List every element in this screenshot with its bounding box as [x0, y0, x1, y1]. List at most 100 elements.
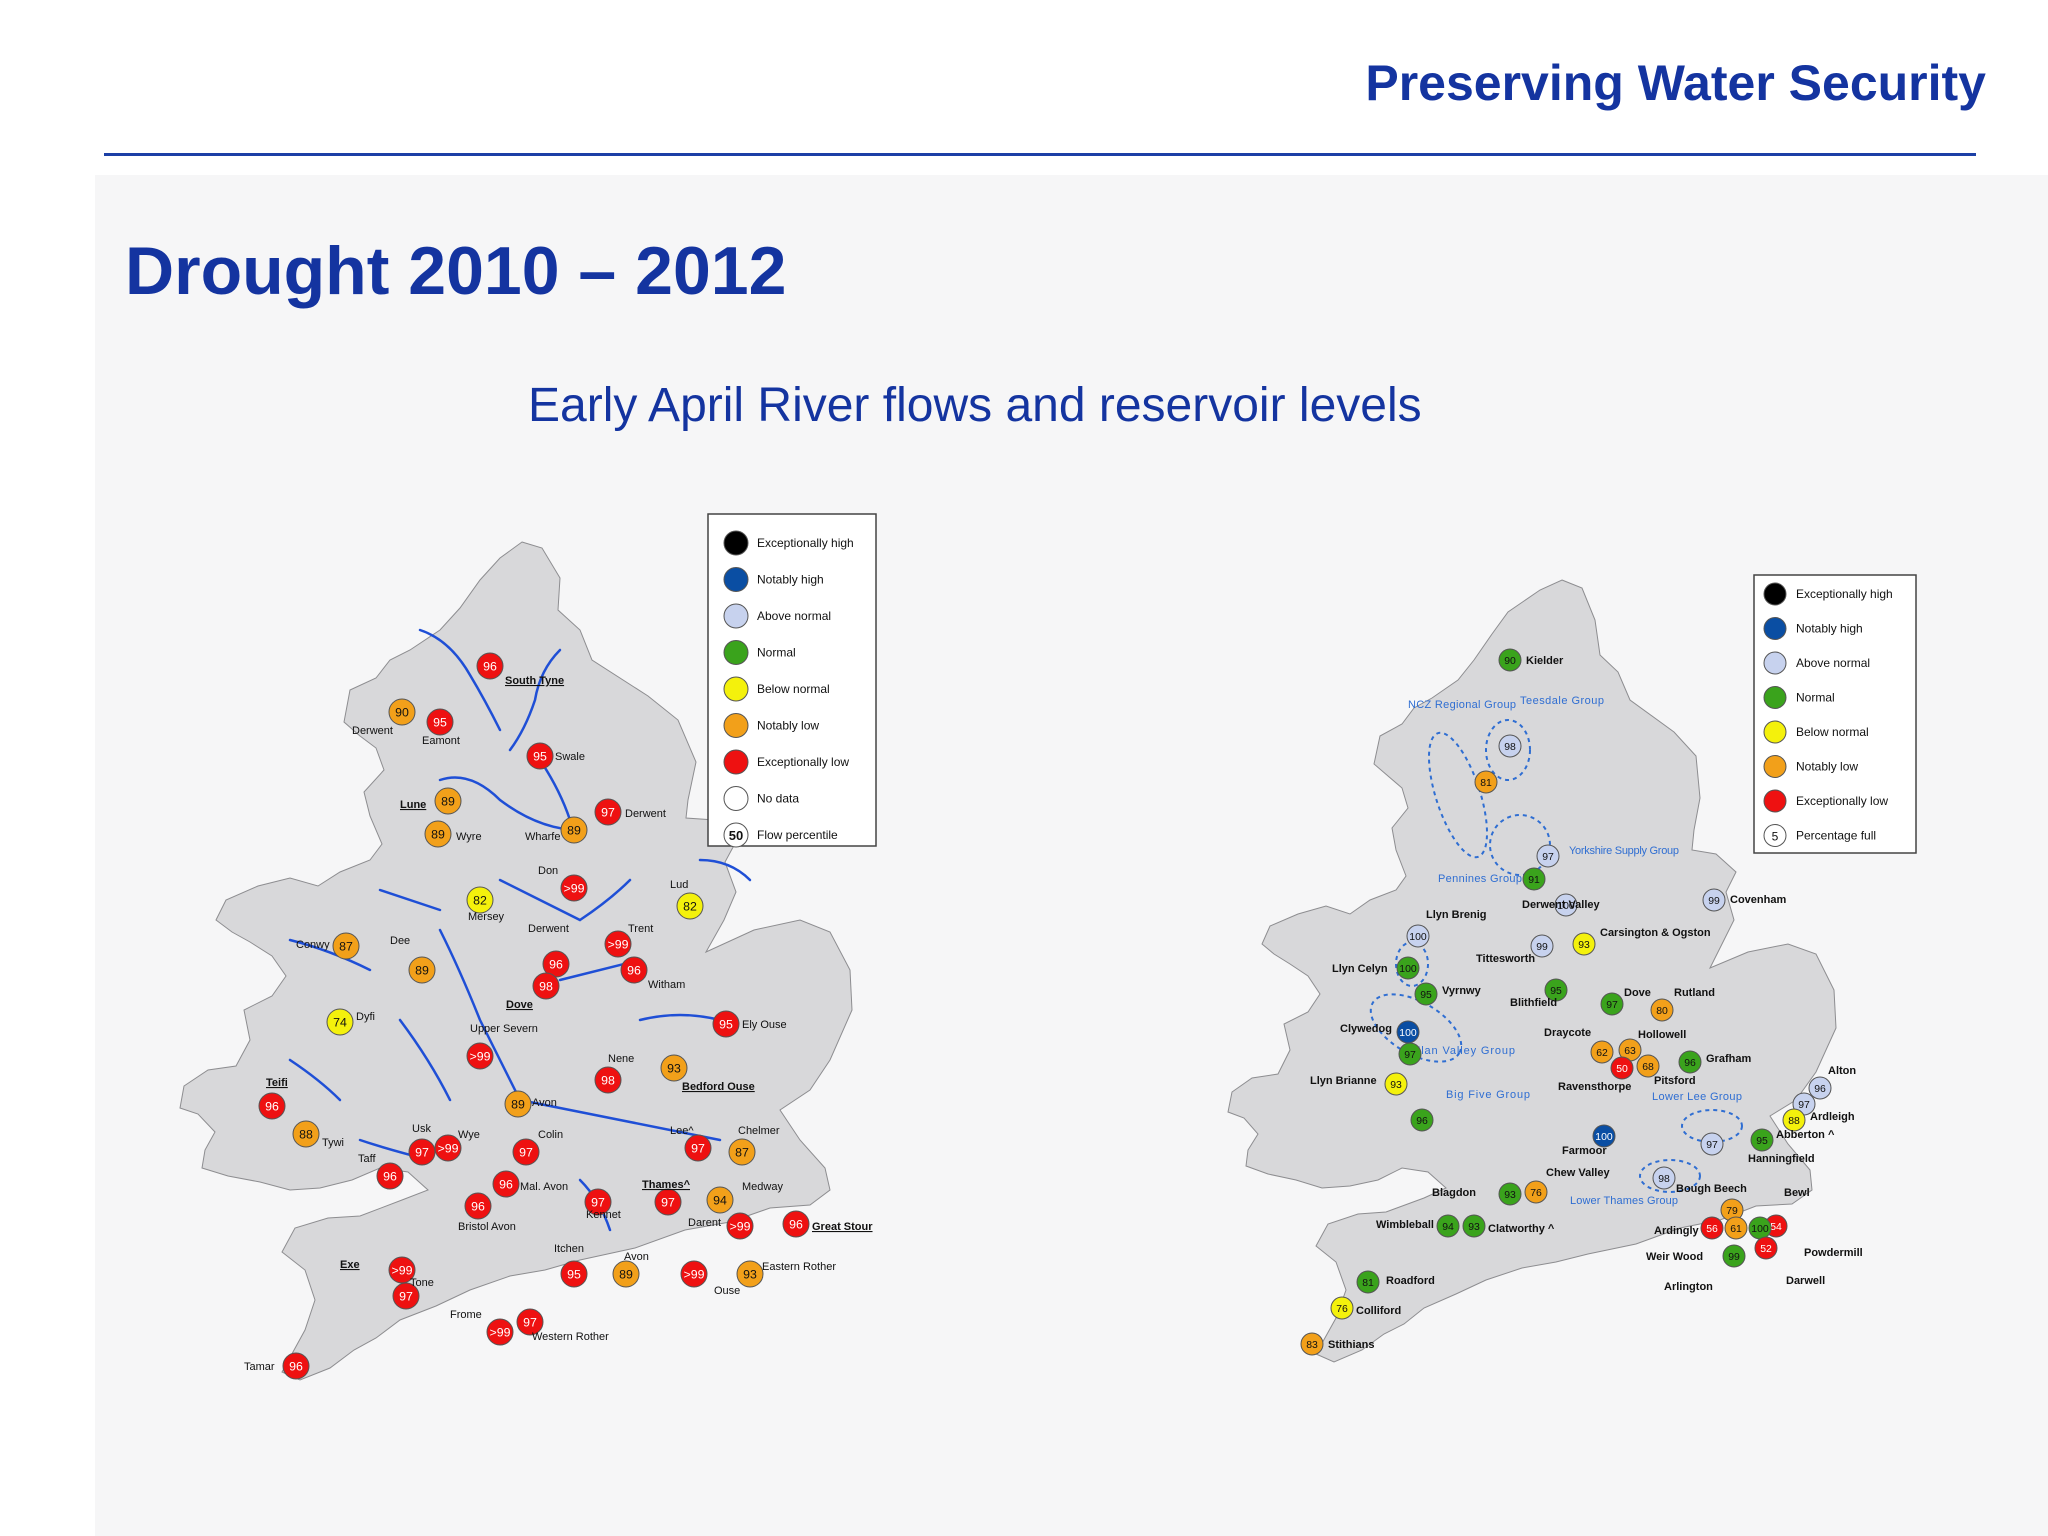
river-station-circle	[728, 1138, 756, 1166]
river-station-circle	[516, 1308, 544, 1336]
river-station: 93 Eastern Rother	[736, 1260, 836, 1288]
legend-label: Exceptionally low	[1796, 794, 1888, 808]
reservoir-name: Powdermill	[1804, 1247, 1863, 1259]
reservoir-circle	[1536, 844, 1560, 868]
legend-swatch	[723, 749, 749, 775]
river-station-value: >99	[470, 1050, 491, 1064]
reservoir-marker: 93	[1572, 932, 1596, 956]
river-station-name: Dee	[390, 935, 410, 947]
legend-label: Percentage full	[1796, 829, 1876, 843]
river-station-value: 89	[619, 1268, 633, 1282]
reservoir-value: 96	[1814, 1084, 1826, 1095]
river-station-marker: 82	[676, 892, 704, 920]
reservoir-name: Bewl	[1784, 1187, 1810, 1199]
river-station-value: 82	[473, 894, 487, 908]
england-wales-landmass	[1227, 579, 1837, 1363]
river-station-marker: 97	[594, 798, 622, 826]
river-station-marker: 89	[434, 787, 462, 815]
reservoir-level-map-canvas: Exceptionally high Notably high Above norm…	[1227, 574, 1917, 1363]
river-station: 96 South Tyne	[476, 652, 564, 687]
river-station-value: 89	[431, 828, 445, 842]
river-station: >99 Don	[538, 865, 588, 902]
river-station-name: Eastern Rother	[762, 1261, 836, 1273]
legend-label: Notably low	[1796, 760, 1858, 774]
river-station: 98 Dove	[506, 972, 560, 1011]
river-station-circle	[676, 892, 704, 920]
river-station-name: Dyfi	[356, 1011, 375, 1023]
reservoir-circle	[1600, 992, 1624, 1016]
legend-swatch	[723, 603, 749, 629]
river-station-circle	[408, 1138, 436, 1166]
river-station-name: Derwent	[528, 923, 569, 935]
river-station-circle	[660, 1054, 688, 1082]
river-station-value: 93	[743, 1268, 757, 1282]
reservoir-marker: 83	[1300, 1332, 1324, 1356]
reservoir-marker: 76	[1524, 1180, 1548, 1204]
reservoir-name: Pitsford	[1654, 1075, 1696, 1087]
river-station-value: >99	[438, 1142, 459, 1156]
river-station-marker: 96	[492, 1170, 520, 1198]
river-station-name: Thames^	[642, 1179, 691, 1191]
reservoir-marker: 100	[1592, 1124, 1616, 1148]
reservoir-value: 94	[1442, 1222, 1454, 1233]
reservoir-value: 95	[1756, 1136, 1768, 1147]
legend-entry: No data	[723, 786, 799, 811]
reservoir-name: Chew Valley	[1546, 1167, 1610, 1179]
reservoir-marker: 96	[1410, 1108, 1434, 1132]
legend-swatch	[1763, 824, 1787, 847]
reservoir: 76 Chew Valley	[1524, 1167, 1610, 1204]
river-station-marker: 96	[464, 1192, 492, 1220]
reservoir-circle	[1474, 770, 1498, 794]
legend-entry: 50 Flow percentile	[723, 822, 838, 848]
reservoir-name: Arlington	[1664, 1281, 1713, 1293]
reservoir: Ravensthorpe	[1558, 1081, 1631, 1093]
legend-label: Notably low	[757, 719, 819, 733]
river-station: 96 Teifi	[258, 1077, 288, 1120]
river-station: 95 Itchen	[554, 1243, 588, 1288]
river-station-circle	[726, 1212, 754, 1240]
river-station-value: 93	[667, 1062, 681, 1076]
legend-entry: Below normal	[723, 676, 830, 702]
reservoir-value: 76	[1336, 1304, 1348, 1315]
reservoir-circle	[1782, 1108, 1806, 1132]
reservoir-group-label: Lower Lee Group	[1652, 1091, 1742, 1103]
river-station-circle	[258, 1092, 286, 1120]
river-station: 97 Usk	[408, 1123, 436, 1166]
reservoir: 100 Llyn Celyn	[1332, 956, 1420, 980]
reservoir-name: Weir Wood	[1646, 1251, 1703, 1263]
river-station-value: 97	[523, 1316, 537, 1330]
reservoir-value: 91	[1528, 875, 1540, 886]
reservoir-value: 61	[1730, 1224, 1742, 1235]
river-station-marker: 97	[512, 1138, 540, 1166]
reservoir-value: 52	[1760, 1244, 1772, 1255]
river-station-marker: 82	[466, 886, 494, 914]
reservoir-circle	[1722, 1244, 1746, 1268]
reservoir-value: 62	[1596, 1048, 1608, 1059]
legend-swatch	[723, 640, 749, 665]
reservoir: 90 Kielder	[1498, 648, 1564, 672]
reservoir: 94 Wimbleball	[1376, 1214, 1460, 1238]
river-station-name: Lune	[400, 799, 426, 811]
reservoir-value: 100	[1399, 964, 1417, 975]
river-station-marker: 96	[620, 956, 648, 984]
reservoir: 97	[1398, 1042, 1422, 1066]
river-station-circle	[408, 956, 436, 984]
legend-swatch	[1763, 789, 1787, 813]
river-station: 89 Wyre	[424, 820, 482, 848]
river-station-name: Eamont	[422, 735, 460, 747]
reservoir-group-label: Teesdale Group	[1520, 695, 1604, 707]
reservoir-group-label: Big Five Group	[1446, 1089, 1530, 1101]
reservoir-value: 100	[1557, 901, 1575, 912]
river-station-circle	[426, 708, 454, 736]
river-station-marker: >99	[388, 1256, 416, 1284]
legend-label: No data	[757, 792, 799, 806]
reservoir: 81 Roadford	[1356, 1270, 1435, 1294]
river-station-circle	[684, 1134, 712, 1162]
reservoir-circle	[1414, 982, 1438, 1006]
river-station-value: 87	[735, 1146, 749, 1160]
river-station-value: 88	[299, 1128, 313, 1142]
legend-entry: Exceptionally high	[1763, 582, 1893, 606]
river-station-name: Derwent	[625, 808, 666, 820]
